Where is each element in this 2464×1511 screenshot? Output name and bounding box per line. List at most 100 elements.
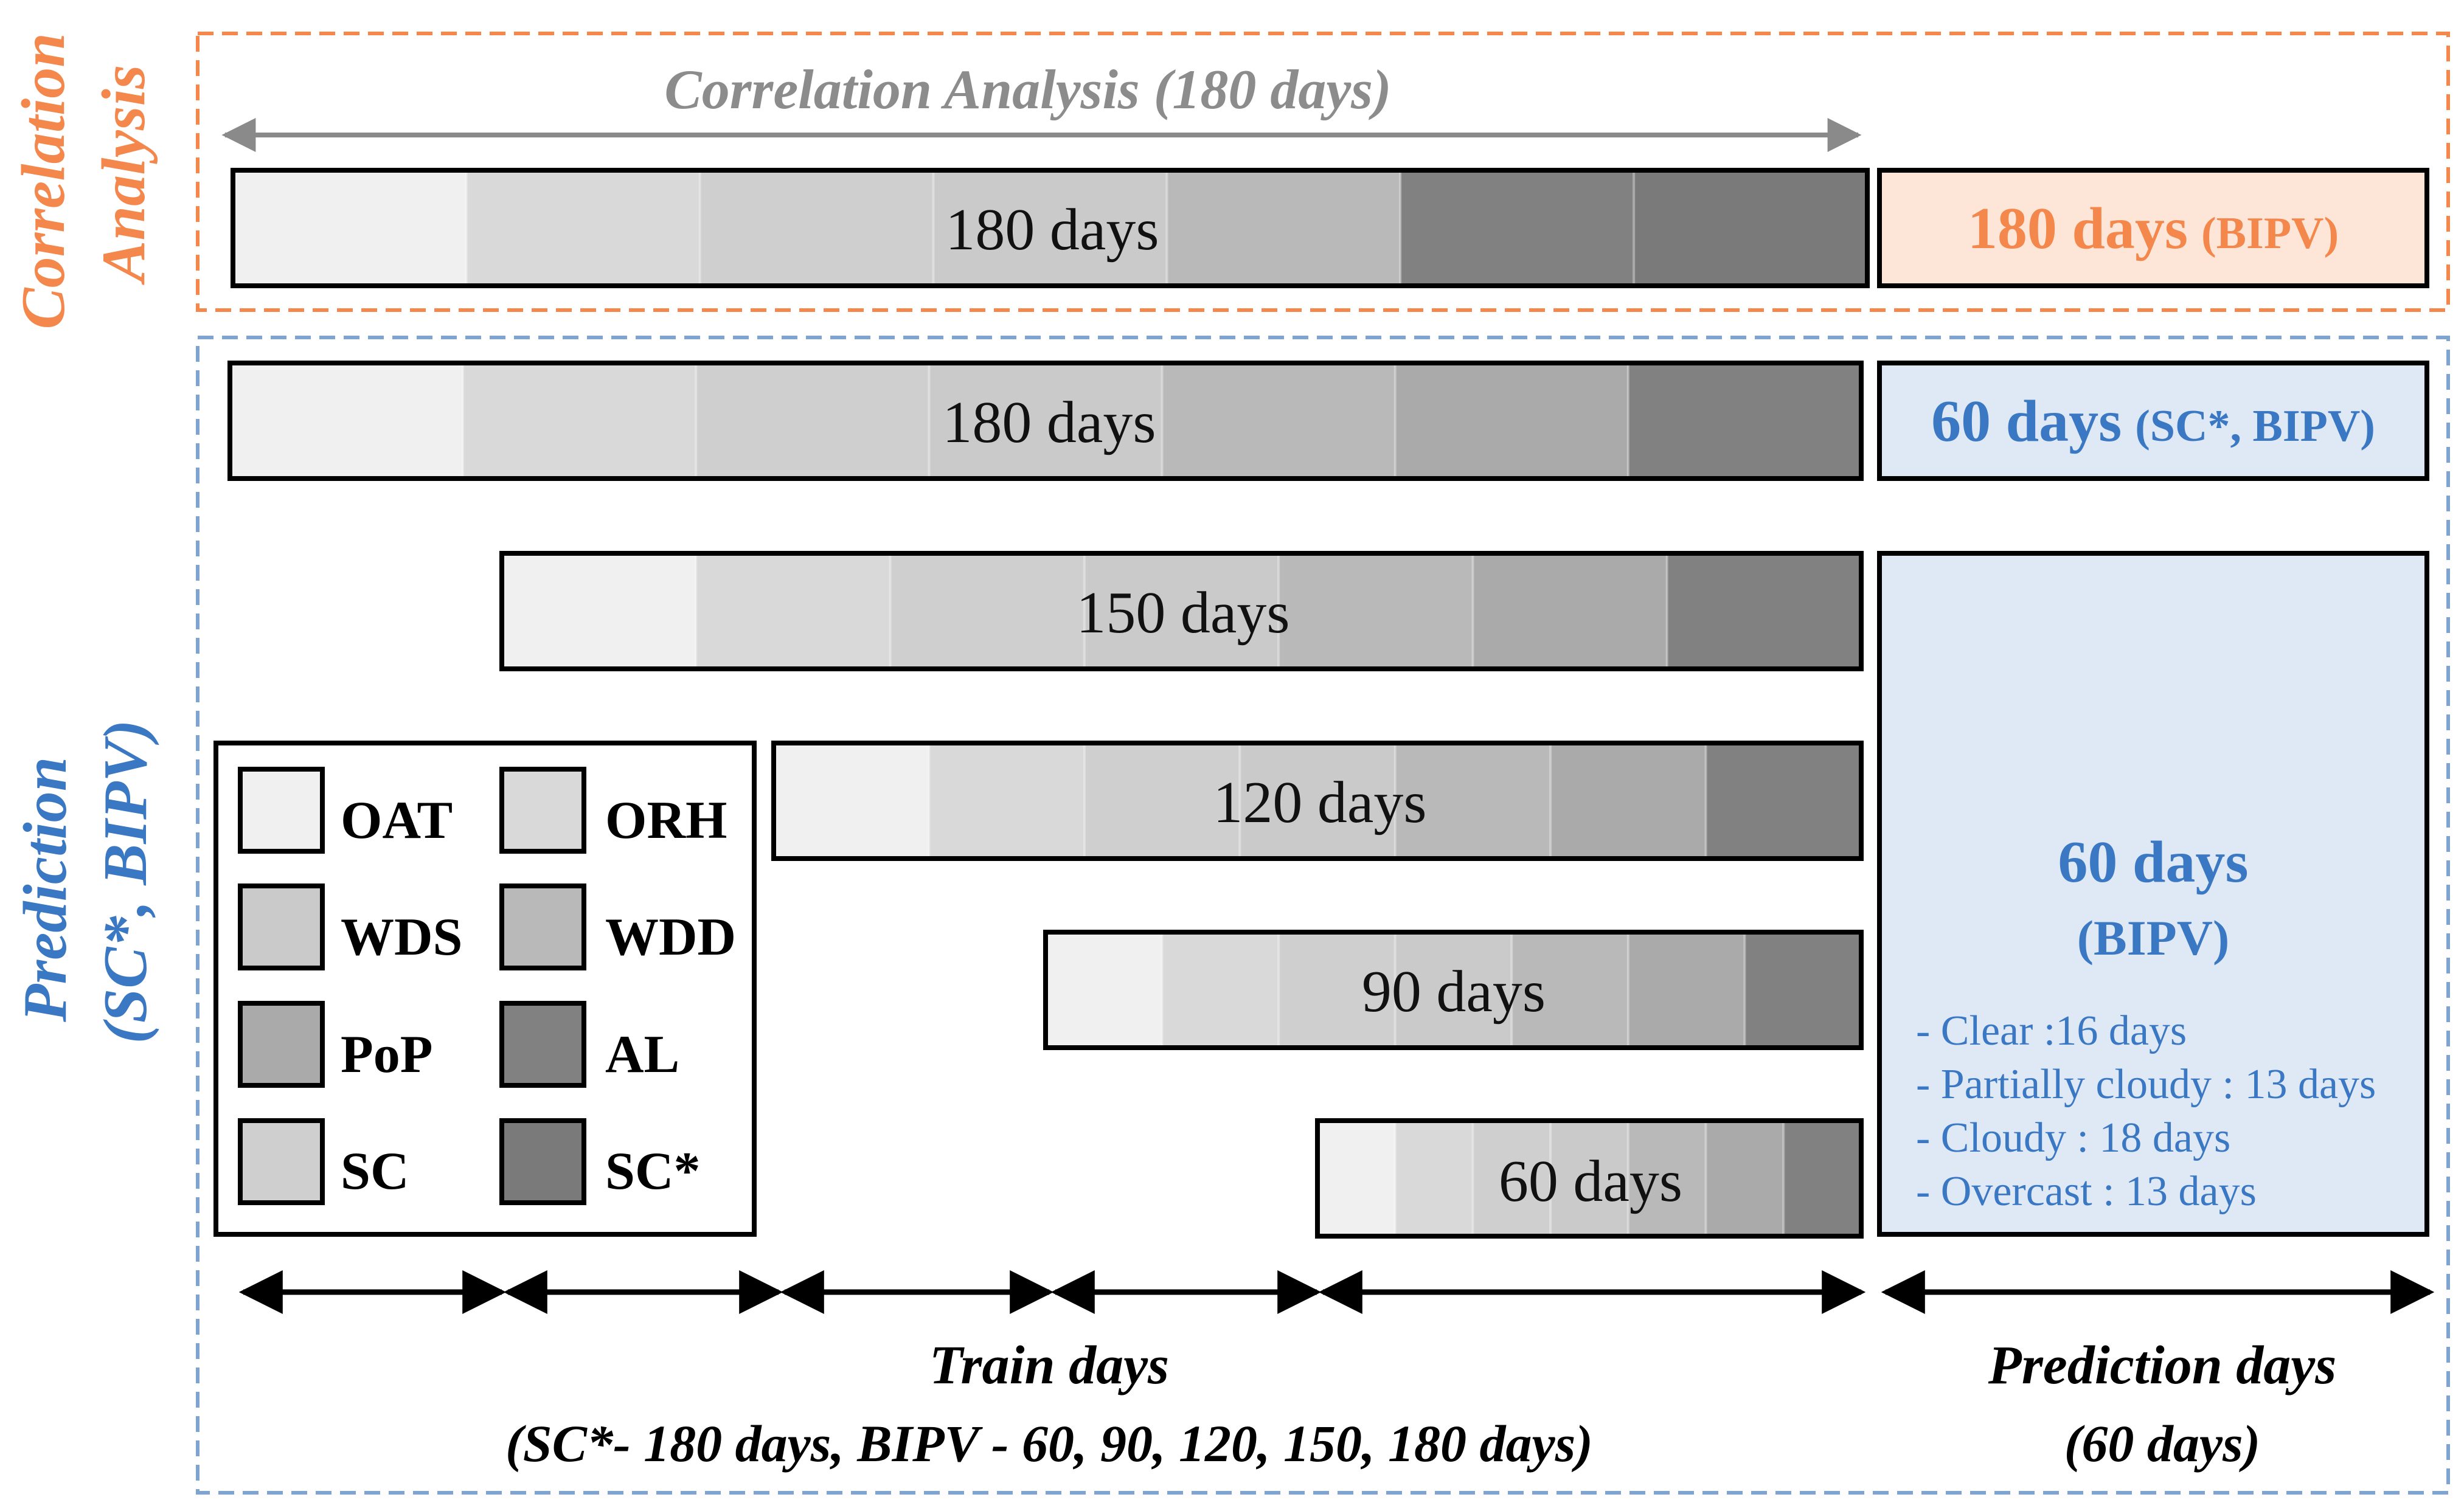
prediction-bar-120-outline [771, 741, 1864, 861]
legend-swatch-wdd [499, 883, 586, 970]
prediction-bar-60-segment-wds [1550, 1121, 1629, 1236]
correlation-side-label-line1: Correlation [9, 33, 78, 329]
correlation-section-frame [196, 32, 2450, 312]
prediction-side-label-line1: Prediction [11, 757, 80, 1023]
prediction-bar-60-segment-al [1783, 1121, 1862, 1236]
legend-label-oat: OAT [341, 791, 453, 850]
prediction-bar-90-outline [1043, 930, 1864, 1050]
legend-swatch-pop [238, 1001, 325, 1088]
condition-cloudy: - Cloudy : 18 days [1916, 1115, 2230, 1161]
sc-bipv-prediction-main: 60 days [1931, 389, 2122, 454]
legend-label-pop: PoP [341, 1025, 433, 1084]
condition-clear: - Clear :16 days [1916, 1008, 2187, 1054]
prediction-bar-90-segment-wds [1395, 932, 1512, 1048]
legend-swatch-al [499, 1001, 586, 1088]
correlation-bar-segment-al [1400, 170, 1634, 286]
prediction-bar-150-segment-wds [1084, 553, 1279, 669]
prediction-bar-90-segment-sc [1279, 932, 1396, 1048]
prediction-bar-150-segment-oat [502, 553, 696, 669]
bipv-prediction-main: 60 days [2058, 829, 2248, 895]
legend-label-sc: SC [341, 1142, 409, 1201]
legend-swatch-sc [238, 1118, 325, 1205]
prediction-bar-150-segment-al [1667, 553, 1862, 669]
prediction-section-frame [196, 336, 2450, 1495]
prediction-days-detail: (60 days) [2064, 1414, 2260, 1473]
prediction-days-label: Prediction days [1988, 1335, 2336, 1395]
prediction-bar-90-segment-oat [1046, 932, 1163, 1048]
legend-items [238, 767, 586, 1205]
sc-bipv-prediction-text: 60 days (SC*, BIPV) [1931, 389, 2375, 454]
prediction-bar-180-segment-sc [696, 363, 929, 479]
prediction-bar-90-segment-wdd [1511, 932, 1629, 1048]
prediction-bar-120-segment-sc [1084, 743, 1240, 859]
prediction-bar-180-outline [227, 361, 1864, 481]
prediction-bar-120-label: 120 days [1213, 770, 1426, 835]
correlation-bar-label: 180 days [945, 197, 1159, 263]
correlation-header: Correlation Analysis (180 days) [664, 58, 1391, 120]
prediction-bar-180-segment-oat [230, 363, 463, 479]
correlation-result-sub: (BIPV) [2201, 209, 2339, 258]
prediction-bar-60-segment-orh [1395, 1121, 1473, 1236]
correlation-bar-segment-orh [466, 170, 701, 286]
sc-bipv-prediction-box [1877, 361, 2429, 481]
prediction-bar-60-segment-pop [1706, 1121, 1784, 1236]
prediction-bar-60-outline [1315, 1118, 1864, 1239]
bipv-prediction-sub: (BIPV) [2077, 910, 2230, 966]
correlation-result-box [1877, 168, 2429, 288]
correlation-bar-outline [231, 168, 1870, 288]
correlation-bar-segment-wds [933, 170, 1167, 286]
prediction-bar-60-label: 60 days [1499, 1149, 1682, 1214]
legend-swatch-sc-star [499, 1118, 586, 1205]
correlation-bar-segment-sc [699, 170, 934, 286]
prediction-bar-180-segment-wds [929, 363, 1163, 479]
sc-bipv-prediction-sub: (SC*, BIPV) [2135, 401, 2375, 451]
prediction-bar-90-segment-pop [1628, 932, 1745, 1048]
prediction-bar-120-segment-wdd [1395, 743, 1551, 859]
prediction-bar-120-segment-wds [1240, 743, 1396, 859]
prediction-bar-60-segment-oat [1317, 1121, 1396, 1236]
prediction-bar-90-segment-al [1744, 932, 1862, 1048]
condition-partially-cloudy: - Partially cloudy : 13 days [1916, 1061, 2376, 1108]
prediction-bar-180-segment-wdd [1162, 363, 1396, 479]
prediction-bar-120-segment-orh [929, 743, 1085, 859]
prediction-bar-90-label: 90 days [1362, 959, 1546, 1025]
prediction-bar-150-segment-wdd [1279, 553, 1473, 669]
legend-swatch-oat [238, 767, 325, 854]
prediction-bar-120-segment-pop [1550, 743, 1707, 859]
correlation-result-main: 180 days [1968, 196, 2188, 261]
prediction-bar-180-segment-al [1628, 363, 1862, 479]
prediction-bar-150-segment-pop [1473, 553, 1668, 669]
correlation-bar-segment-sc-star [1634, 170, 1868, 286]
correlation-bar-segment-oat [233, 170, 467, 286]
legend-swatch-wds [238, 883, 325, 970]
prediction-bar-60-segment-wdd [1628, 1121, 1707, 1236]
correlation-side-label-line2: Analysis [89, 64, 158, 285]
legend-label-wdd: WDD [605, 908, 736, 967]
legend-label-al: AL [605, 1025, 679, 1084]
prediction-bar-120-segment-oat [774, 743, 929, 859]
prediction-side-label: Prediction (SC*, BIPV) [11, 720, 160, 1044]
train-days-detail: (SC*- 180 days, BIPV - 60, 90, 120, 150,… [505, 1414, 1593, 1473]
prediction-bar-180-label: 180 days [942, 390, 1156, 455]
prediction-bar-150-outline [499, 551, 1864, 671]
prediction-bar-90-segment-orh [1162, 932, 1279, 1048]
correlation-bar [231, 168, 1870, 288]
prediction-side-label-line2: (SC*, BIPV) [91, 720, 160, 1044]
legend-swatch-orh [499, 767, 586, 854]
legend-label-orh: ORH [605, 791, 727, 850]
prediction-bar-60-segment-sc [1473, 1121, 1551, 1236]
correlation-bar-segment-wdd [1167, 170, 1401, 286]
prediction-bar-120-segment-al [1706, 743, 1862, 859]
train-days-label: Train days [929, 1335, 1169, 1395]
condition-overcast: - Overcast : 13 days [1916, 1168, 2257, 1215]
legend-label-wds: WDS [341, 908, 463, 967]
prediction-bar-150-label: 150 days [1076, 580, 1289, 646]
prediction-bar-180-segment-orh [463, 363, 696, 479]
legend-label-sc-star: SC* [605, 1142, 701, 1201]
correlation-result-text: 180 days (BIPV) [1968, 196, 2339, 261]
prediction-bar-150-segment-sc [890, 553, 1085, 669]
prediction-bars [227, 361, 1864, 1239]
correlation-side-label: Correlation Analysis [9, 18, 158, 330]
prediction-bar-150-segment-orh [696, 553, 891, 669]
